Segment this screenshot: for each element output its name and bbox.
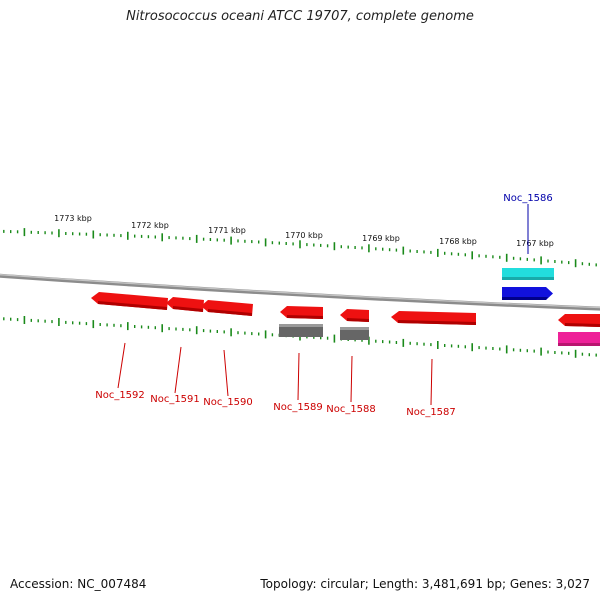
gene-arrow-noc-1586[interactable] <box>502 287 553 300</box>
scale-label-1771: 1771 kbp <box>208 226 246 235</box>
cyan-feature-shade <box>502 277 554 280</box>
outer-tick-track <box>3 228 597 268</box>
gray-feature-1[interactable] <box>279 324 323 337</box>
genome-summary: Topology: circular; Length: 3,481,691 bp… <box>260 577 590 591</box>
gene-label-noc-1586[interactable]: Noc_1586 <box>503 193 553 204</box>
scale-label-1773: 1773 kbp <box>54 214 92 223</box>
map-title: Nitrosococcus oceani ATCC 19707, complet… <box>126 9 474 24</box>
gene-label-noc-1591[interactable]: Noc_1591 <box>150 394 200 405</box>
accession-label: Accession: NC_007484 <box>10 577 147 591</box>
gene-label-noc-1592[interactable]: Noc_1592 <box>95 390 145 401</box>
magenta-feature[interactable] <box>558 332 600 346</box>
gray-feature-1-highlight <box>279 324 323 327</box>
scale-label-1767: 1767 kbp <box>516 239 554 248</box>
scale-label-1770: 1770 kbp <box>285 231 323 240</box>
gene-labels: Noc_1592 Noc_1591 Noc_1590 Noc_1589 Noc_… <box>95 193 553 418</box>
gene-label-noc-1589[interactable]: Noc_1589 <box>273 402 323 413</box>
magenta-feature-shade <box>558 343 600 346</box>
gene-arrow-noc-1586-shade <box>502 297 548 300</box>
gene-label-noc-1590[interactable]: Noc_1590 <box>203 397 253 408</box>
genome-backbone-highlight <box>0 274 600 309</box>
gene-label-noc-1588[interactable]: Noc_1588 <box>326 404 376 415</box>
scale-label-1768: 1768 kbp <box>439 237 477 246</box>
genome-backbone <box>0 273 600 311</box>
scale-label-1772: 1772 kbp <box>131 221 169 230</box>
red-gene-shading <box>98 301 600 327</box>
gray-feature-2-highlight <box>340 327 369 330</box>
scale-labels: 1773 kbp 1772 kbp 1771 kbp 1770 kbp 1769… <box>54 214 554 248</box>
gray-feature-2[interactable] <box>340 327 369 340</box>
gene-label-noc-1587[interactable]: Noc_1587 <box>406 407 456 418</box>
scale-label-1769: 1769 kbp <box>362 234 400 243</box>
label-leader-lines <box>117 204 529 406</box>
